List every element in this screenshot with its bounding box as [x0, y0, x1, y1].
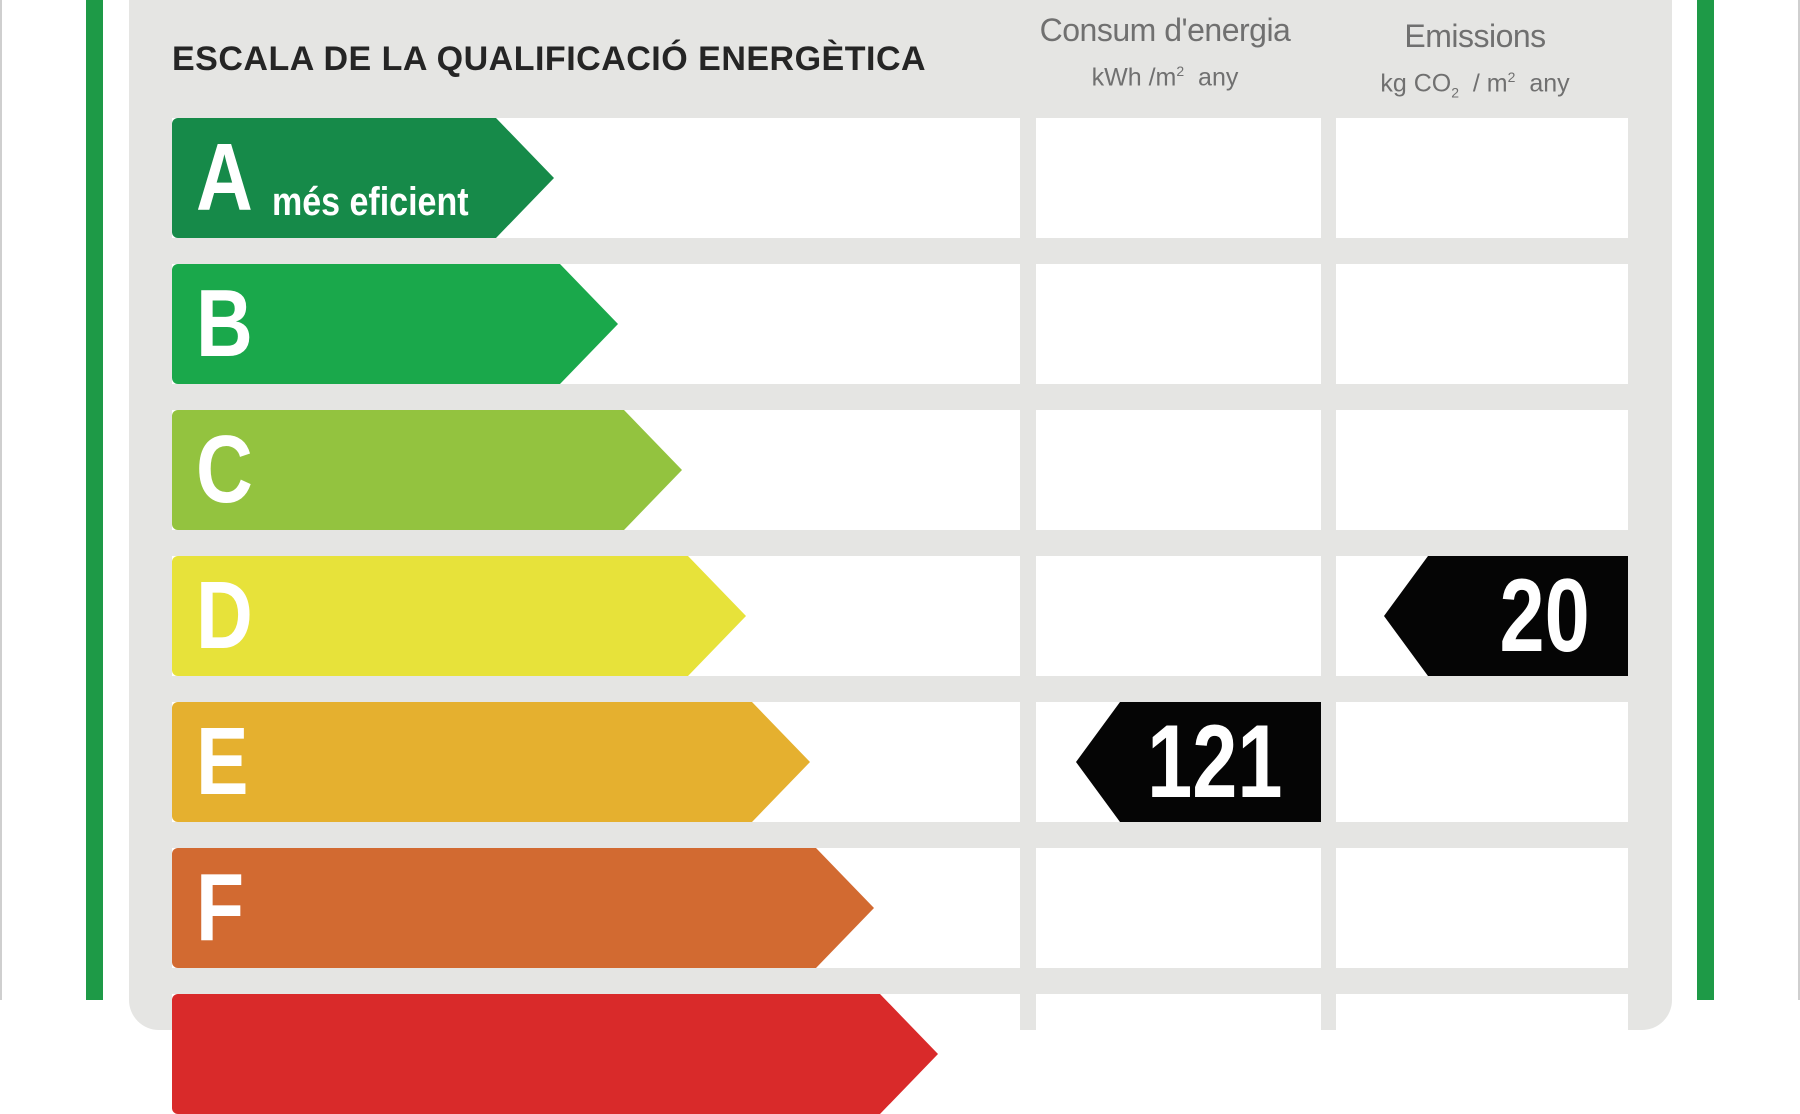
class-letter-d: D — [196, 562, 253, 669]
class-letter-a: A — [196, 124, 253, 231]
emissions-cell-c — [1336, 410, 1628, 530]
emissions-cell-e — [1336, 702, 1628, 822]
emissions-rating-badge: 20 — [1384, 556, 1628, 676]
consum-rating-badge: 121 — [1076, 702, 1321, 822]
emissions-header-units: kg CO2 / m2 any — [1380, 69, 1570, 101]
emissions-cell-g — [1336, 994, 1628, 1114]
class-letter-e: E — [196, 708, 249, 815]
consum-cell-b — [1036, 264, 1321, 384]
class-letter-b: B — [196, 270, 253, 377]
consum-cell-g — [1036, 994, 1321, 1114]
green-frame-left — [86, 0, 103, 1000]
consum-cell-d — [1036, 556, 1321, 676]
emissions-cell-f — [1336, 848, 1628, 968]
emissions-cell-a — [1336, 118, 1628, 238]
class-letter-c: C — [196, 416, 253, 523]
class-letter-f: F — [196, 854, 245, 961]
emissions-header-title: Emissions — [1404, 18, 1546, 54]
class-arrow-f: F — [172, 848, 874, 968]
right-edge-line — [1798, 0, 1800, 1000]
class-arrow-e: E — [172, 702, 810, 822]
consum-header-title: Consum d'energia — [1039, 12, 1291, 48]
class-arrow-d: D — [172, 556, 746, 676]
consum-column-header: Consum d'energia kWh /m2 any — [1030, 12, 1300, 92]
consum-rating-badge-value: 121 — [1147, 704, 1283, 820]
consum-header-units: kWh /m2 any — [1091, 63, 1239, 92]
consum-cell-c — [1036, 410, 1321, 530]
green-frame-right — [1697, 0, 1714, 1000]
scale-title: ESCALA DE LA QUALIFICACIÓ ENERGÈTICA — [172, 40, 927, 78]
emissions-rating-badge-value: 20 — [1499, 558, 1590, 674]
class-label-a: més eficient — [272, 180, 469, 224]
class-arrow-g — [172, 994, 938, 1114]
emissions-cell-b — [1336, 264, 1628, 384]
consum-cell-f — [1036, 848, 1321, 968]
class-arrow-b: B — [172, 264, 618, 384]
emissions-column-header: Emissions kg CO2 / m2 any — [1335, 18, 1615, 100]
class-arrow-c: C — [172, 410, 682, 530]
consum-cell-a — [1036, 118, 1321, 238]
left-edge-line — [0, 0, 2, 1000]
